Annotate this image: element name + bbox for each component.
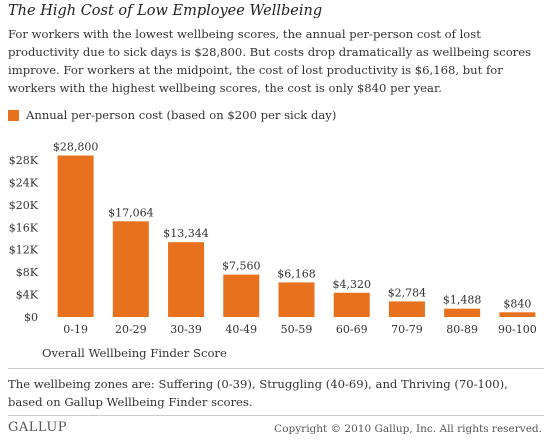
x-axis-label: Overall Wellbeing Finder Score	[42, 346, 227, 360]
data-label: $1,488	[443, 294, 482, 307]
y-tick-label: $4K	[16, 289, 39, 302]
y-tick-label: $28K	[9, 154, 39, 167]
x-tick-label: 60-69	[336, 323, 368, 336]
bar	[57, 155, 94, 317]
copyright: Copyright © 2010 Gallup, Inc. All rights…	[274, 423, 542, 435]
x-tick-label: 90-100	[498, 323, 537, 336]
y-tick-label: $20K	[9, 199, 39, 212]
x-tick-label: 0-19	[63, 323, 88, 336]
footnote: The wellbeing zones are: Suffering (0-39…	[8, 377, 508, 409]
bar	[499, 312, 536, 317]
gallup-logo: GALLUP	[8, 420, 68, 435]
y-tick-label: $8K	[16, 266, 39, 279]
bar	[223, 274, 260, 317]
data-label: $28,800	[53, 141, 99, 154]
data-label: $4,320	[332, 278, 371, 291]
x-tick-label: 20-29	[115, 323, 147, 336]
legend-swatch	[8, 109, 19, 121]
x-tick-label: 40-49	[225, 323, 257, 336]
chart-description: For workers with the lowest wellbeing sc…	[8, 27, 532, 95]
bar	[444, 308, 481, 317]
bar	[112, 221, 149, 317]
x-tick-label: 30-39	[170, 323, 202, 336]
y-tick-label: $0	[24, 311, 38, 324]
y-tick-label: $24K	[9, 176, 39, 189]
legend-label: Annual per-person cost (based on $200 pe…	[26, 108, 337, 122]
x-tick-label: 80-89	[446, 323, 478, 336]
divider-top	[8, 368, 544, 369]
y-tick-label: $12K	[9, 244, 39, 257]
bar	[388, 301, 425, 317]
chart-title: The High Cost of Low Employee Wellbeing	[8, 3, 323, 19]
bar-chart: $0 $4K $8K $12K $16K $20K $24K $28K $28,800 0-19 $…	[9, 141, 537, 336]
divider-bottom	[8, 415, 544, 416]
data-label: $17,064	[108, 206, 154, 219]
bar	[278, 282, 315, 317]
x-tick-label: 70-79	[391, 323, 423, 336]
data-label: $6,168	[277, 267, 316, 280]
x-tick-label: 50-59	[281, 323, 313, 336]
data-label: $2,784	[388, 286, 427, 299]
data-label: $13,344	[163, 227, 209, 240]
y-tick-label: $16K	[9, 221, 39, 234]
bar	[168, 242, 205, 317]
data-label: $7,560	[222, 260, 261, 273]
bar	[333, 292, 370, 317]
legend: Annual per-person cost (based on $200 pe…	[8, 108, 336, 122]
data-label: $840	[503, 297, 531, 310]
